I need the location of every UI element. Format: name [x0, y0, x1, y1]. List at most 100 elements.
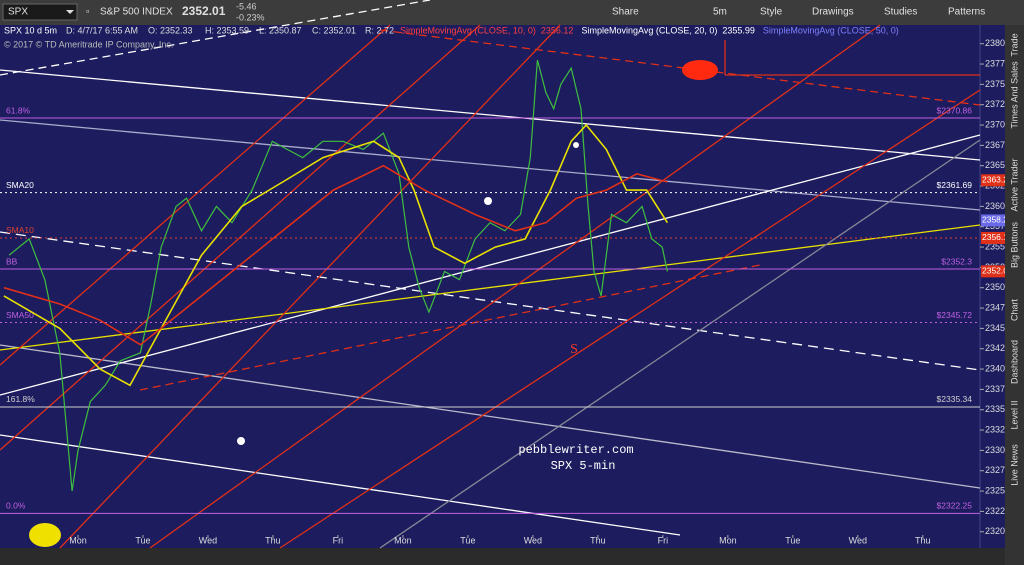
y-tick-label: 2365 [985, 160, 1005, 170]
level-name: 61.8% [6, 105, 31, 115]
y-tick-label: 2335 [985, 404, 1005, 414]
y-tick-label: 2340 [985, 363, 1005, 373]
trendline [379, 29, 981, 106]
annotation: S [570, 342, 578, 357]
symbol-box[interactable] [2, 3, 78, 21]
toolbar-button[interactable]: Drawings [812, 7, 854, 18]
toolbar-button[interactable]: Share [612, 7, 639, 18]
sidebar-tab[interactable]: Trade [1009, 33, 1019, 56]
trendline [0, 24, 391, 366]
study-value: 2355.99 [722, 25, 755, 35]
price-tag-label: 2352.01 [982, 266, 1013, 276]
symbol-name: S&P 500 INDEX [100, 7, 173, 18]
price-tag [981, 265, 1005, 278]
x-tick-label: Mon [719, 535, 737, 545]
studies: SimpleMovingAvg (CLOSE, 10, 0) 2356.12 Sim… [400, 25, 899, 35]
x-tick-label: Thu [265, 535, 281, 545]
level-value: $2322.25 [937, 501, 973, 511]
sidebar-tab[interactable]: Chart [1009, 299, 1019, 322]
symbol: SPX [8, 7, 28, 18]
sidebar-tab[interactable]: Active Trader [1009, 158, 1019, 211]
x-tick-label: Wed [524, 535, 542, 545]
toolbar-button[interactable]: Studies [884, 7, 917, 18]
y-tick-label: 2337.5 [985, 384, 1013, 394]
toolbar-button[interactable]: Patterns [948, 7, 985, 18]
x-tick-label: Fri [333, 535, 344, 545]
y-tick-label: 2360 [985, 201, 1005, 211]
y-tick-label: 2372.5 [985, 99, 1013, 109]
level-value: $2335.34 [937, 394, 973, 404]
dropdown-icon [66, 10, 74, 14]
level-value: $2352.3 [941, 256, 972, 266]
header-range: R: 2.72 [365, 25, 394, 35]
y-tick-label: 2325 [985, 485, 1005, 495]
price-tag-label: 2356.12 [982, 232, 1013, 242]
y-tick-label: 2355 [985, 241, 1005, 251]
series-line [3, 123, 669, 387]
y-tick-label: 2377.5 [985, 58, 1013, 68]
sidebar-tab[interactable]: Big Buttons [1009, 221, 1019, 268]
header-high: H: 2353.59 [205, 25, 249, 35]
sidebar-tab[interactable]: Level II [1009, 400, 1019, 429]
y-tick-label: 2332.5 [985, 424, 1013, 434]
trendline [0, 0, 431, 76]
y-tick-label: 2330 [985, 445, 1005, 455]
marker [573, 142, 579, 148]
price-tag-label: 2363.21 [982, 175, 1013, 185]
marker [29, 523, 61, 547]
level-name: BB [6, 256, 18, 266]
trendline [59, 24, 561, 549]
sidebar-tabs: Trade Times And Sales Active Trader Big But… [1009, 33, 1019, 485]
copyright: © 2017 © TD Ameritrade IP Company, Inc. [4, 39, 173, 49]
level-name: SMA10 [6, 225, 34, 235]
price: 2352.01 [182, 4, 226, 18]
study-name: SimpleMovingAvg (CLOSE, 20, 0) [581, 25, 717, 35]
toolbar-button[interactable]: Style [760, 7, 783, 18]
y-tick-label: 2322.5 [985, 506, 1013, 516]
y-tick-label: 2375 [985, 79, 1005, 89]
y-tick-label: 2350 [985, 282, 1005, 292]
price-tag [981, 214, 1005, 227]
x-tick-label: Tue [460, 535, 475, 545]
level-name: 0.0% [6, 501, 26, 511]
sidebar-tab[interactable]: Dashboard [1009, 340, 1019, 384]
trendlines [0, 0, 981, 549]
header-low: L: 2350.87 [259, 25, 302, 35]
y-tick-label: 2345 [985, 323, 1005, 333]
x-tick-label: Tue [135, 535, 150, 545]
trendline [0, 231, 981, 371]
y-tick-label: 2380 [985, 38, 1005, 48]
sidebar-tab[interactable]: Live News [1009, 444, 1019, 486]
level-value: $2345.72 [937, 310, 973, 320]
trendline [379, 139, 981, 549]
level-value: $2361.69 [937, 180, 973, 190]
change: -5.46 [236, 1, 257, 11]
level-name: SMA50 [6, 310, 34, 320]
annotation: SPX 5-min [551, 459, 616, 473]
header-open: O: 2352.33 [148, 25, 193, 35]
trendline [0, 344, 981, 489]
header-bar: D: 4/7/17 6:55 AM [66, 25, 138, 35]
series-line [3, 164, 668, 346]
marker [484, 197, 492, 205]
trendline [0, 434, 681, 536]
x-tick-label: Thu [590, 535, 606, 545]
y-tick-label: 2370 [985, 119, 1005, 129]
marker [237, 437, 245, 445]
trendline [0, 224, 981, 351]
level-name: 161.8% [6, 394, 35, 404]
x-tick-label: Thu [915, 535, 931, 545]
trendline [279, 89, 981, 549]
sidebar-tab[interactable]: Times And Sales [1009, 61, 1019, 129]
x-tick-label: Mon [394, 535, 412, 545]
study-value: 2356.12 [541, 25, 574, 35]
price-tag-label: 2358.27 [982, 215, 1013, 225]
header-close: C: 2352.01 [312, 25, 356, 35]
y-tick-label: 2342.5 [985, 343, 1013, 353]
toolbar [0, 0, 1024, 25]
series-line [8, 59, 668, 492]
plot: 2320 2322.5 2325 2327.5 2330 2332.5 2335 2337.5… [0, 38, 1013, 545]
x-tick-label: Fri [658, 535, 669, 545]
toolbar-button[interactable]: 5m [713, 7, 727, 18]
